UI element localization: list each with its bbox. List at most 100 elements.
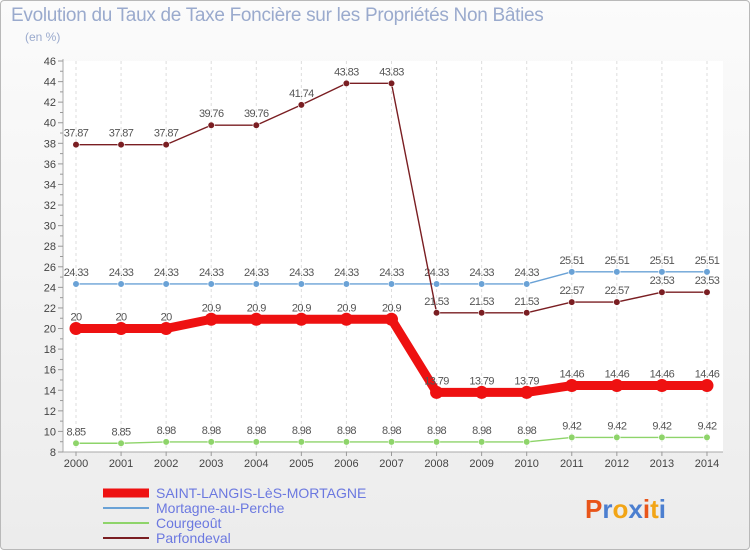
data-label: 23.53 [650, 275, 675, 287]
data-point [117, 439, 125, 447]
data-label: 14.46 [650, 369, 675, 381]
y-tick-label: 36 [44, 159, 56, 171]
x-tick-label: 2010 [514, 458, 538, 470]
data-point [613, 268, 621, 276]
data-label: 20.9 [292, 302, 311, 314]
data-label: 8.98 [427, 425, 446, 437]
legend-label: SAINT-LANGIS-LèS-MORTAGNE [156, 485, 366, 501]
data-label: 24.33 [64, 267, 89, 279]
data-label: 8.98 [157, 425, 176, 437]
data-point [207, 438, 215, 446]
data-label: 43.83 [379, 66, 404, 78]
data-label: 24.33 [289, 267, 314, 279]
data-point [387, 280, 396, 288]
data-label: 8.85 [112, 426, 131, 438]
data-label: 14.46 [605, 369, 630, 381]
data-label: 9.42 [607, 420, 626, 432]
data-point [207, 280, 215, 288]
data-label: 24.33 [244, 267, 269, 279]
data-label: 13.79 [424, 375, 449, 387]
data-point [384, 312, 398, 326]
y-tick-label: 14 [44, 385, 56, 397]
data-point [568, 268, 576, 276]
data-point [297, 280, 305, 288]
y-tick-label: 22 [44, 303, 56, 315]
data-label: 8.98 [292, 425, 311, 437]
data-label: 37.87 [154, 128, 179, 140]
data-point [520, 385, 534, 399]
data-point [117, 280, 125, 288]
x-tick-label: 2003 [199, 458, 223, 470]
data-label: 20 [70, 312, 82, 324]
x-tick-label: 2011 [560, 458, 584, 470]
data-label: 39.76 [199, 108, 224, 120]
data-point [252, 280, 260, 288]
data-label: 24.33 [334, 267, 359, 279]
x-tick-label: 2006 [334, 458, 358, 470]
y-tick-label: 28 [44, 241, 56, 253]
y-tick-label: 38 [44, 138, 56, 150]
data-label: 24.33 [514, 267, 539, 279]
data-point [297, 438, 305, 446]
data-point [339, 312, 353, 326]
legend-label: Mortagne-au-Perche [156, 500, 285, 516]
x-tick-label: 2005 [289, 458, 313, 470]
data-point [700, 379, 714, 393]
data-point [159, 322, 173, 336]
data-label: 8.98 [382, 425, 401, 437]
data-point [655, 379, 669, 393]
data-label: 37.87 [109, 128, 134, 140]
data-label: 8.98 [517, 425, 536, 437]
y-tick-label: 18 [44, 344, 56, 356]
data-label: 13.79 [514, 375, 539, 387]
data-label: 8.98 [247, 425, 266, 437]
data-label: 9.42 [652, 420, 671, 432]
data-point [294, 312, 308, 326]
data-point [432, 438, 441, 446]
x-tick-label: 2007 [379, 458, 403, 470]
data-label: 9.42 [697, 420, 716, 432]
data-point [565, 379, 579, 393]
x-tick-label: 2008 [424, 458, 448, 470]
data-point [568, 298, 576, 306]
data-label: 20.9 [337, 302, 356, 314]
data-point [478, 309, 486, 317]
data-label: 24.33 [109, 267, 134, 279]
data-point [475, 385, 489, 399]
data-label: 20.9 [247, 302, 266, 314]
data-point [252, 121, 260, 129]
data-label: 20.9 [382, 302, 401, 314]
data-point [114, 322, 128, 336]
data-point [204, 312, 218, 326]
x-tick-label: 2004 [244, 458, 268, 470]
data-label: 25.51 [650, 255, 675, 267]
data-point [249, 312, 263, 326]
data-point [342, 280, 351, 288]
x-tick-label: 2009 [469, 458, 493, 470]
data-label: 25.51 [560, 255, 585, 267]
y-tick-label: 10 [44, 426, 56, 438]
data-label: 8.98 [202, 425, 221, 437]
data-point [478, 438, 486, 446]
y-tick-label: 24 [44, 282, 56, 294]
data-label: 24.33 [199, 267, 224, 279]
data-point [72, 141, 80, 149]
data-point [342, 79, 351, 87]
data-point [432, 280, 441, 288]
data-point [610, 379, 624, 393]
chart-title: Evolution du Taux de Taxe Foncière sur l… [11, 5, 544, 26]
data-label: 25.51 [605, 255, 630, 267]
x-tick-label: 2000 [64, 458, 88, 470]
data-point [432, 309, 441, 317]
data-point [568, 433, 576, 441]
data-label: 20 [116, 312, 128, 324]
legend-label: Courgeoût [156, 515, 221, 531]
x-tick-label: 2012 [605, 458, 629, 470]
data-label: 8.98 [337, 425, 356, 437]
data-label: 23.53 [695, 275, 720, 287]
legend-label: Parfondeval [156, 530, 231, 546]
data-point [117, 141, 125, 149]
data-point [658, 268, 666, 276]
y-tick-label: 20 [44, 324, 56, 336]
